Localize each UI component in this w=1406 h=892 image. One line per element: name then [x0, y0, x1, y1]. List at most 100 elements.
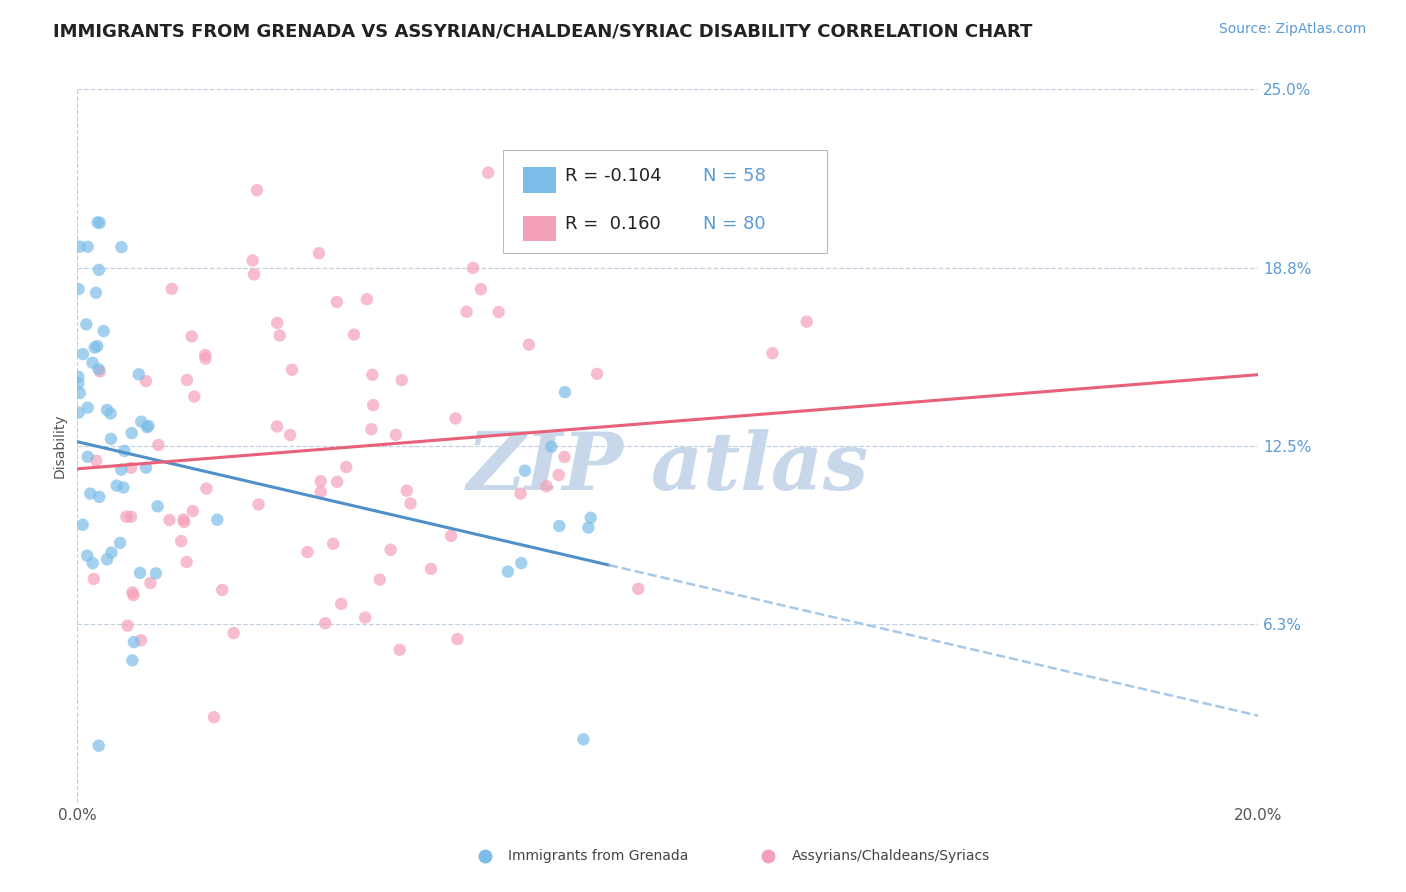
Point	[444, 411, 467, 425]
Point	[75, 318, 97, 332]
Text: N = 58: N = 58	[703, 167, 766, 185]
Point	[89, 216, 111, 230]
Text: ZIP atlas: ZIP atlas	[467, 429, 869, 506]
Point	[170, 534, 193, 549]
Point	[380, 542, 402, 557]
Point	[180, 329, 202, 343]
Point	[67, 369, 90, 384]
Point	[173, 515, 195, 529]
Text: Source: ZipAtlas.com: Source: ZipAtlas.com	[1219, 22, 1367, 37]
Point	[86, 215, 108, 229]
Point	[100, 432, 122, 446]
Point	[117, 618, 139, 632]
Point	[82, 556, 104, 570]
Point	[135, 460, 157, 475]
Point	[326, 475, 349, 489]
Point	[496, 565, 519, 579]
Text: N = 80: N = 80	[703, 215, 766, 233]
Point	[627, 582, 650, 596]
Point	[115, 509, 138, 524]
Point	[87, 362, 110, 376]
Point	[517, 337, 540, 351]
Point	[172, 512, 194, 526]
Point	[76, 450, 98, 464]
Point	[368, 573, 391, 587]
Point	[110, 240, 132, 254]
Point	[796, 315, 818, 329]
Point	[553, 450, 575, 464]
Point	[269, 328, 291, 343]
Point	[395, 483, 418, 498]
Point	[488, 305, 510, 319]
Point	[84, 285, 107, 300]
Point	[356, 292, 378, 306]
Point	[510, 556, 533, 570]
Point	[76, 240, 98, 254]
Point	[176, 373, 198, 387]
Point	[82, 356, 104, 370]
Point	[456, 305, 478, 319]
Point	[222, 626, 245, 640]
Point	[67, 376, 90, 391]
Point	[159, 513, 181, 527]
Point	[194, 348, 217, 362]
Point	[361, 368, 384, 382]
Point	[509, 486, 531, 500]
Text: Assyrians/Chaldeans/Syriacs: Assyrians/Chaldeans/Syriacs	[792, 849, 990, 863]
Point	[326, 295, 349, 310]
Point	[69, 239, 91, 253]
Point	[335, 460, 357, 475]
Point	[446, 632, 468, 647]
Text: R =  0.160: R = 0.160	[565, 215, 661, 233]
Point	[554, 385, 576, 400]
Point	[202, 710, 225, 724]
Point	[96, 552, 118, 566]
Point	[343, 327, 366, 342]
Point	[513, 464, 536, 478]
Point	[121, 585, 143, 599]
Point	[579, 511, 602, 525]
FancyBboxPatch shape	[502, 150, 827, 253]
Point	[148, 438, 170, 452]
Point	[100, 545, 122, 559]
Point	[122, 588, 145, 602]
Point	[121, 426, 143, 441]
Point	[110, 463, 132, 477]
Point	[477, 166, 499, 180]
Text: R = -0.104: R = -0.104	[565, 167, 662, 185]
Point	[136, 420, 159, 434]
Point	[69, 386, 91, 401]
Point	[399, 496, 422, 510]
Point	[108, 536, 131, 550]
Point	[87, 739, 110, 753]
Point	[121, 653, 143, 667]
Point	[242, 253, 264, 268]
Point	[105, 478, 128, 492]
Point	[576, 520, 599, 534]
Point	[330, 597, 353, 611]
Point	[195, 482, 218, 496]
Point	[361, 398, 384, 412]
Point	[420, 562, 443, 576]
Point	[266, 316, 288, 330]
Point	[72, 517, 94, 532]
Point	[440, 529, 463, 543]
Point	[540, 440, 562, 454]
Point	[181, 504, 204, 518]
Point	[243, 268, 266, 282]
Point	[547, 467, 569, 482]
Point	[308, 246, 330, 260]
Point	[93, 324, 115, 338]
Point	[89, 364, 111, 378]
Point	[146, 500, 169, 514]
Bar	[523, 216, 555, 241]
Point	[517, 161, 540, 176]
Point	[572, 732, 595, 747]
Point	[79, 486, 101, 500]
Point	[96, 403, 118, 417]
Point	[207, 513, 229, 527]
Point	[67, 282, 90, 296]
Point	[322, 537, 344, 551]
Point	[129, 566, 152, 580]
Point	[388, 642, 411, 657]
